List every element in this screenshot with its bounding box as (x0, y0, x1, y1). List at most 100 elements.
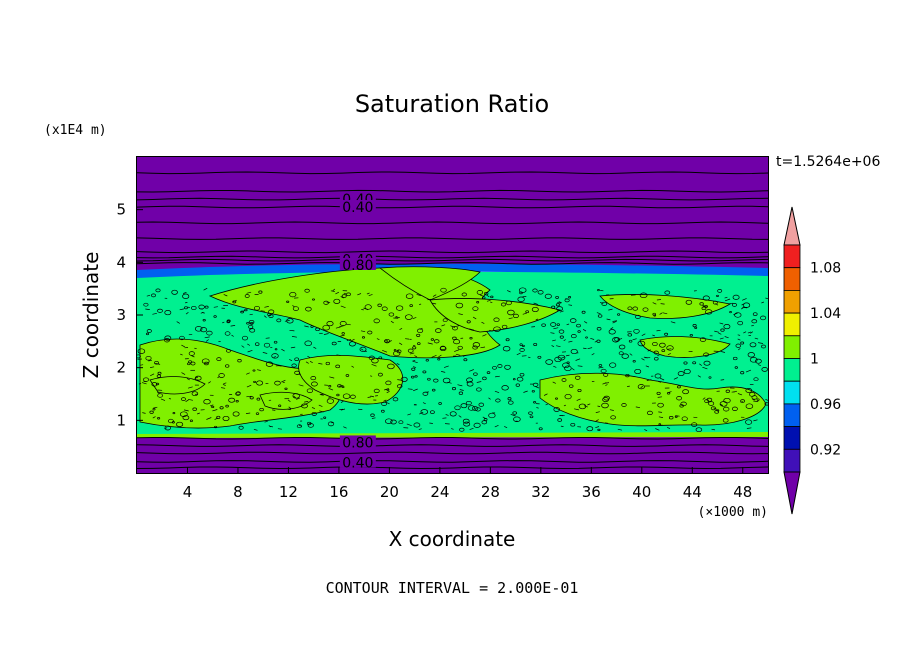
colorbar-box (783, 267, 801, 291)
speckle (333, 298, 341, 304)
speckle (734, 312, 742, 318)
speckle (246, 291, 252, 294)
speckle (457, 384, 463, 387)
speckle (414, 375, 418, 378)
speckle (157, 392, 160, 394)
speckle (187, 386, 193, 389)
speckle (664, 290, 671, 295)
speckle (458, 415, 462, 418)
speckle (472, 316, 477, 320)
speckle (241, 335, 249, 341)
speckle (627, 333, 633, 337)
colorbar-box (783, 448, 801, 473)
speckle (680, 401, 687, 407)
contour-label: 0.40 (342, 200, 373, 216)
speckle (394, 316, 400, 318)
speckle (720, 328, 725, 332)
speckle (639, 292, 648, 299)
speckle (461, 292, 467, 297)
speckle (569, 318, 577, 323)
speckle (528, 411, 533, 415)
speckle (292, 393, 300, 399)
speckle (666, 345, 674, 351)
speckle (399, 327, 403, 331)
speckle (228, 397, 236, 403)
speckle (183, 306, 188, 310)
speckle (457, 345, 463, 350)
speckle (578, 403, 587, 410)
speckle (656, 299, 662, 301)
speckle (371, 363, 377, 367)
y-tick-label: 5 (116, 201, 126, 219)
speckle (556, 323, 560, 326)
speckle (450, 325, 456, 328)
speckle (508, 400, 514, 405)
speckle (370, 395, 375, 398)
speckle (430, 410, 435, 414)
speckle (490, 295, 494, 299)
speckle (187, 398, 193, 401)
speckle (761, 301, 765, 304)
speckle (208, 381, 211, 384)
speckle (182, 293, 190, 299)
speckle (332, 288, 336, 292)
speckle (451, 428, 454, 430)
speckle (204, 305, 209, 309)
speckle (384, 388, 389, 391)
speckle (500, 302, 507, 307)
speckle (668, 416, 674, 420)
speckle (729, 311, 732, 314)
plot-area: 0.400.400.400.800.800.40 (137, 157, 768, 473)
speckle (231, 334, 234, 337)
colorbar-max-arrow (783, 206, 801, 246)
speckle (249, 313, 253, 316)
speckle (381, 401, 387, 406)
speckle (211, 405, 215, 409)
speckle (695, 427, 703, 433)
contour-label-bg (339, 257, 376, 270)
speckle (658, 423, 662, 426)
speckle (537, 290, 544, 295)
speckle (575, 358, 581, 361)
speckle (522, 312, 527, 315)
speckle (253, 428, 258, 431)
speckle (367, 330, 373, 335)
speckle (259, 407, 264, 412)
contour-line (137, 444, 768, 447)
speckle (469, 427, 474, 430)
speckle (225, 348, 232, 353)
speckle (676, 385, 681, 389)
speckle (186, 378, 190, 381)
speckle (512, 378, 516, 381)
speckle (146, 294, 151, 297)
speckle (420, 409, 429, 415)
speckle (476, 387, 482, 392)
speckle (368, 355, 375, 361)
speckle (558, 329, 565, 334)
speckle (189, 419, 193, 423)
speckle (533, 342, 538, 347)
speckle (326, 321, 334, 327)
speckle (307, 421, 312, 426)
speckle (674, 415, 678, 418)
speckle (291, 336, 297, 338)
speckle (327, 397, 331, 399)
speckle (274, 380, 281, 386)
speckle (595, 426, 600, 429)
speckle (247, 343, 251, 346)
speckle (745, 388, 753, 393)
speckle (568, 296, 572, 299)
speckle (176, 421, 184, 427)
speckle (640, 385, 644, 389)
speckle (429, 422, 433, 424)
speckle (315, 327, 320, 332)
speckle (164, 338, 170, 343)
speckle (555, 397, 558, 400)
speckle (657, 402, 664, 408)
colorbar-box (783, 426, 801, 450)
speckle (635, 406, 641, 409)
speckle (157, 393, 163, 398)
speckle (203, 287, 208, 291)
speckle (710, 406, 716, 411)
speckle (720, 351, 726, 353)
